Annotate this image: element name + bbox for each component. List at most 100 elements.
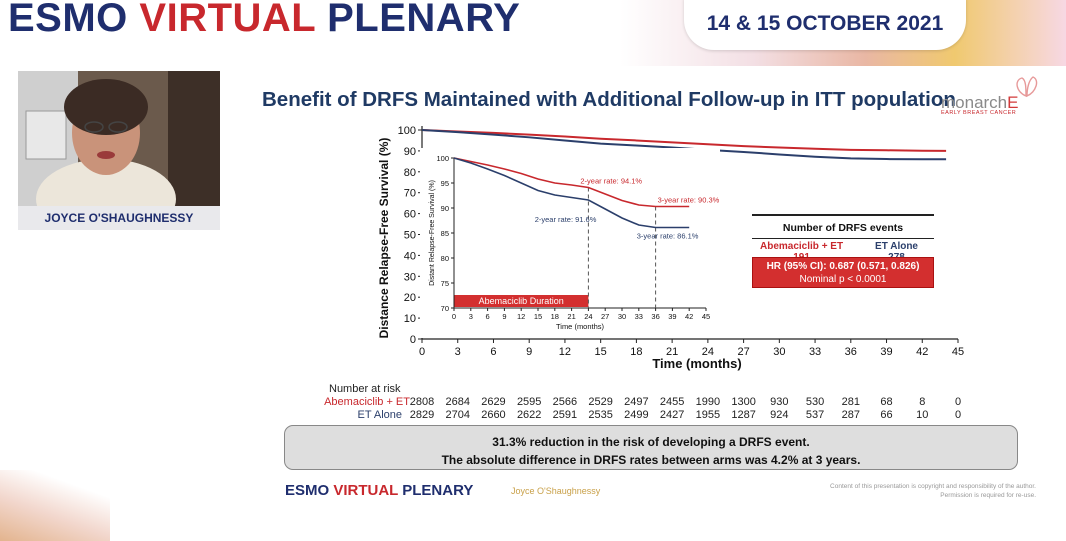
risk-table-header: Number at risk [329,383,401,395]
inset-rate-annotation: 2-year rate: 94.1% [580,177,642,186]
main-x-tick-label: 45 [952,346,964,358]
main-y-tick-label: 80 [404,167,416,179]
risk-table-cell: 2529 [588,396,613,408]
inset-x-tick-label: 18 [551,312,559,321]
main-x-tick-label: 42 [916,346,928,358]
summary-line-2: The absolute difference in DRFS rates be… [441,453,861,467]
main-series-abemaciclib [421,129,947,152]
hazard-ratio-box: HR (95% CI): 0.687 (0.571, 0.826) Nomina… [752,257,934,288]
inset-x-tick-label: 27 [601,312,609,321]
risk-table-cell: 2808 [409,396,435,408]
main-x-tick-label: 36 [845,346,857,358]
main-y-tick-label: 30 [404,271,416,283]
main-x-tick-label: 39 [880,346,892,358]
risk-table-cell: 537 [805,409,825,421]
inset-x-tick-label: 36 [651,312,659,321]
main-x-tick-label: 18 [630,346,642,358]
main-y-tick-label: 40 [404,250,416,262]
speaker-video[interactable] [18,71,220,206]
footer-copyright: Content of this presentation is copyrigh… [830,483,1036,499]
inset-x-tick-label: 6 [486,312,490,321]
slide-title: Benefit of DRFS Maintained with Addition… [262,88,956,111]
risk-table-cell: 2591 [552,409,578,421]
hazard-ratio-text: HR (95% CI): 0.687 (0.571, 0.826) [766,261,920,272]
inset-y-tick-label: 100 [436,154,449,163]
risk-table-cell: 2660 [481,409,506,421]
risk-table-cell: 2455 [659,396,685,408]
monarche-logo: monarchE [941,93,1019,112]
risk-table-cell: 10 [916,409,929,421]
main-y-tick-label: 50 [404,230,416,242]
risk-table-cell: 1300 [731,396,756,408]
risk-table-cell: 0 [954,396,962,408]
risk-table-cell: 281 [841,396,860,408]
risk-table-cell: 2566 [552,396,578,408]
footer-presenter: Joyce O'Shaughnessy [511,486,601,496]
main-x-tick-label: 27 [737,346,749,358]
main-x-tick-label: 0 [419,346,425,358]
risk-table-cell: 930 [770,396,789,408]
risk-table-cell: 2622 [516,409,542,421]
inset-y-tick-label: 90 [441,204,449,213]
main-y-axis-label: Distance Relapse-Free Survival (%) [377,138,391,339]
abemaciclib-duration-label: Abemaciclib Duration [479,296,564,306]
event-brand-title: ESMO VIRTUAL PLENARY [8,0,521,40]
inset-y-tick-label: 85 [441,229,449,238]
risk-table-cell: 2829 [409,409,435,421]
main-y-tick-label: 0 [410,334,416,346]
risk-table-cell: 2595 [516,396,542,408]
main-x-tick-label: 21 [666,346,678,358]
inset-x-axis-label: Time (months) [556,322,605,331]
inset-x-tick-label: 21 [567,312,575,321]
risk-table-cell: 2535 [588,409,613,421]
summary-box: 31.3% reduction in the risk of developin… [284,425,1018,470]
inset-rate-annotation: 3-year rate: 86.1% [637,232,699,241]
risk-table-cell: 2427 [659,409,685,421]
risk-table-cell: 2684 [445,396,470,408]
speaker-name-tag: JOYCE O'SHAUGHNESSY [18,206,220,230]
inset-x-tick-label: 39 [668,312,676,321]
risk-table-cell: 0 [954,409,962,421]
risk-table-cell: 2499 [624,409,649,421]
risk-row-label-et: ET Alone [357,409,402,421]
inset-x-tick-label: 42 [685,312,693,321]
main-x-tick-label: 30 [773,346,785,358]
main-x-axis-label: Time (months) [652,356,741,371]
events-title: Number of DRFS events [752,214,934,234]
main-x-tick-label: 15 [595,346,607,358]
risk-table-cell: 924 [770,409,789,421]
inset-y-tick-label: 70 [441,304,449,313]
drfs-main-chart: Distance Relapse-Free Survival (%) Time … [377,125,964,371]
main-x-tick-label: 12 [559,346,571,358]
main-x-tick-label: 24 [702,346,714,358]
event-date: 14 & 15 OCTOBER 2021 [684,0,966,50]
inset-series-et-alone [453,157,690,229]
inset-x-tick-label: 45 [702,312,710,321]
drfs-inset-chart: Distant Relapse-Free Survival (%) Time (… [420,148,720,338]
risk-table-cell: 66 [880,409,893,421]
risk-table-cell: 8 [919,396,926,408]
inset-x-tick-label: 30 [618,312,626,321]
main-x-tick-label: 9 [526,346,532,358]
p-value-text: Nominal p < 0.0001 [799,274,887,285]
risk-table-cell: 2497 [624,396,649,408]
butterfly-icon [1016,76,1038,98]
corner-decoration [0,470,110,541]
inset-y-axis-label: Distant Relapse-Free Survival (%) [429,180,436,286]
main-x-tick-label: 6 [490,346,496,358]
inset-y-tick-label: 95 [441,179,449,188]
main-y-tick-label: 100 [398,125,416,137]
risk-row-label-abema: Abemaciclib + ET [324,396,410,408]
inset-x-tick-label: 12 [517,312,525,321]
risk-table-cell: 1990 [695,396,721,408]
risk-table-cell: 2704 [445,409,470,421]
main-y-tick-label: 70 [404,188,416,200]
inset-background [420,148,720,338]
main-y-tick-label: 20 [404,292,416,304]
main-y-tick-label: 90 [404,146,416,158]
main-y-tick-label: 60 [404,209,416,221]
inset-x-tick-label: 24 [584,312,592,321]
monarche-logo-subtitle: EARLY BREAST CANCER [941,110,1017,116]
abemaciclib-duration-band [454,295,589,307]
main-x-tick-label: 3 [455,346,461,358]
